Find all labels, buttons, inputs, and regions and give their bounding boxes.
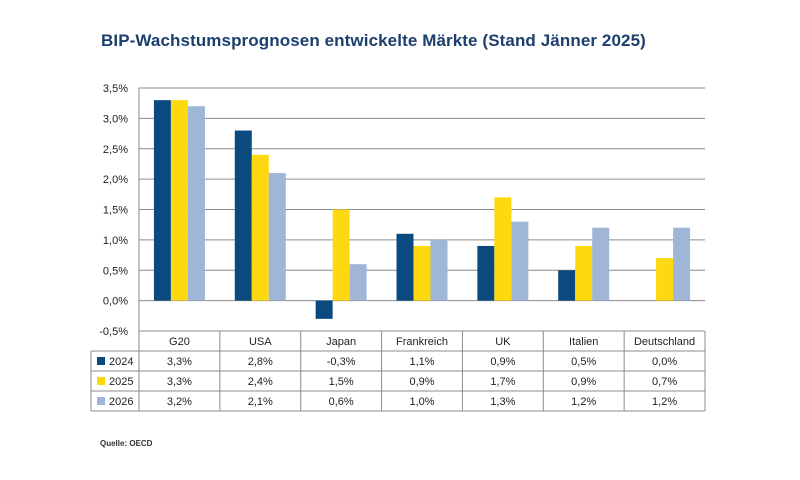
bar-2025-frankreich — [413, 245, 431, 301]
y-tick-label: 1,0% — [103, 235, 128, 247]
data-cell: 3,3% — [167, 376, 192, 388]
data-cell: 3,2% — [167, 396, 192, 408]
data-cell: 1,7% — [490, 376, 515, 388]
x-category-label: Frankreich — [396, 336, 448, 348]
data-cell: 2,1% — [248, 396, 273, 408]
y-tick-label: 3,0% — [103, 113, 128, 125]
data-cell: 3,3% — [167, 356, 192, 368]
bar-2024-frankreich — [396, 233, 414, 301]
y-tick-label: 1,5% — [103, 205, 128, 217]
bar-2026-japan — [349, 264, 367, 301]
y-tick-label: 0,5% — [103, 265, 128, 277]
bar-2024-italien — [558, 270, 576, 301]
legend-label: 2025 — [109, 376, 133, 388]
data-cell: 2,8% — [248, 356, 273, 368]
y-tick-label: -0,5% — [99, 326, 128, 338]
data-cell: 1,2% — [652, 396, 677, 408]
bar-2024-usa — [234, 130, 252, 301]
chart-title: BIP-Wachstumsprognosen entwickelte Märkt… — [101, 31, 646, 50]
y-tick-label: 3,5% — [103, 83, 128, 95]
data-cell: 0,9% — [571, 376, 596, 388]
y-tick-label: 2,5% — [103, 144, 128, 156]
data-cell: 0,9% — [409, 376, 434, 388]
x-category-label: Deutschland — [634, 336, 695, 348]
bar-2026-deutschland — [673, 227, 691, 301]
data-cell: 1,2% — [571, 396, 596, 408]
data-cell: 1,3% — [490, 396, 515, 408]
bar-2024-uk — [477, 245, 495, 301]
bar-2026-g20 — [187, 106, 205, 301]
x-category-label: UK — [495, 336, 511, 348]
bar-2025-italien — [575, 245, 593, 301]
x-category-label: G20 — [169, 336, 190, 348]
data-cell: 0,6% — [329, 396, 354, 408]
legend-label: 2026 — [109, 396, 133, 408]
data-cell: 1,0% — [409, 396, 434, 408]
bar-2025-g20 — [170, 100, 188, 301]
legend-label: 2024 — [109, 356, 133, 368]
data-cell: 2,4% — [248, 376, 273, 388]
data-cell: 0,0% — [652, 356, 677, 368]
bar-2024-japan — [315, 300, 333, 319]
bar-2024-g20 — [153, 100, 171, 301]
bar-2025-uk — [494, 197, 512, 301]
x-category-label: Japan — [326, 336, 356, 348]
y-tick-label: 0,0% — [103, 296, 128, 308]
legend-swatch-2024 — [97, 357, 105, 365]
bar-2025-deutschland — [656, 258, 674, 301]
data-cell: -0,3% — [327, 356, 356, 368]
bar-2026-usa — [268, 173, 286, 301]
x-category-label: USA — [249, 336, 272, 348]
data-cell: 1,5% — [329, 376, 354, 388]
bar-2026-italien — [592, 227, 610, 301]
x-category-label: Italien — [569, 336, 598, 348]
y-tick-label: 2,0% — [103, 174, 128, 186]
source-note: Quelle: OECD — [100, 439, 153, 448]
bar-2026-frankreich — [430, 239, 448, 301]
bar-2025-usa — [251, 154, 269, 301]
bar-2026-uk — [511, 221, 529, 301]
data-cell: 0,5% — [571, 356, 596, 368]
bar-2025-japan — [332, 209, 350, 301]
legend-swatch-2026 — [97, 397, 105, 405]
legend-swatch-2025 — [97, 377, 105, 385]
data-cell: 1,1% — [409, 356, 434, 368]
data-cell: 0,7% — [652, 376, 677, 388]
data-cell: 0,9% — [490, 356, 515, 368]
